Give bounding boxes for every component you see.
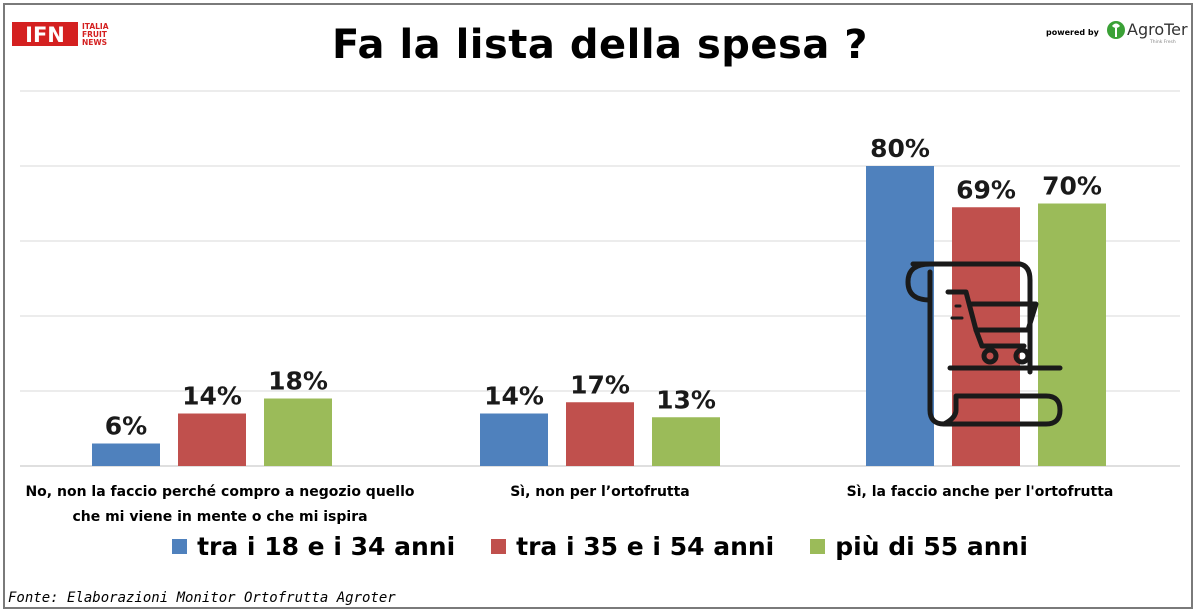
agroter-leaf-icon [1107,21,1125,39]
category-label-line: Sì, non per l’ortofrutta [510,484,690,500]
legend-item-over-55: più di 55 anni [810,532,1028,561]
data-label: 14% [182,382,242,411]
legend-item-18-34: tra i 18 e i 34 anni [172,532,455,561]
ifn-logo-letters: IFN [25,23,65,47]
legend-label: tra i 18 e i 34 anni [197,532,456,561]
bars: 6% 14% 18% 14% 17% 13% 80% 69% 70% [92,134,1106,466]
shopping-list-cart-icon [905,261,1063,427]
data-label: 69% [956,175,1016,204]
source-note: Fonte: Elaborazioni Monitor Ortofrutta A… [8,590,396,606]
legend-swatch [172,539,188,554]
ifn-logo-line-2: FRUIT [82,30,108,39]
legend-swatch [810,539,826,554]
bar [652,417,720,466]
agroter-name: AgroTer [1127,20,1188,39]
bar [178,413,246,466]
legend-label: più di 55 anni [835,532,1028,561]
ifn-logo: IFN ITALIA FRUIT NEWS [12,22,109,47]
data-label: 6% [105,412,147,441]
bar [566,402,634,466]
bar [1038,203,1106,466]
bar [92,443,160,466]
bar [264,398,332,466]
category-label-line: che mi viene in mente o che mi ispira [72,509,368,525]
agroter-tagline: Think Fresh [1149,39,1176,45]
data-label: 18% [268,367,328,396]
ifn-logo-line-1: ITALIA [82,22,109,31]
category-label-line: Sì, la faccio anche per l'ortofrutta [846,484,1114,500]
legend-item-35-54: tra i 35 e i 54 anni [491,532,774,561]
legend: tra i 18 e i 34 anni tra i 35 e i 54 ann… [0,532,1200,561]
chart-title: Fa la lista della spesa ? [332,22,868,68]
data-label: 70% [1042,172,1102,201]
bar [866,166,934,466]
data-label: 80% [870,134,930,163]
bar [952,207,1020,466]
legend-swatch [491,539,507,554]
legend-label: tra i 35 e i 54 anni [516,532,775,561]
bar [480,413,548,466]
category-label-si-ortofrutta: Sì, la faccio anche per l'ortofrutta [800,480,1160,505]
agroter-logo: powered by AgroTer Think Fresh [1046,20,1188,45]
data-label: 13% [656,385,716,414]
data-label: 17% [570,370,630,399]
category-label-si-non-ortofrutta: Sì, non per l’ortofrutta [440,480,760,505]
ifn-logo-line-3: NEWS [82,38,107,47]
ifn-logo-background [12,22,78,46]
category-label-line: No, non la faccio perché compro a negozi… [25,484,415,500]
data-label: 14% [484,382,544,411]
category-label-no: No, non la faccio perché compro a negozi… [20,480,420,530]
powered-by-text: powered by [1046,28,1100,37]
